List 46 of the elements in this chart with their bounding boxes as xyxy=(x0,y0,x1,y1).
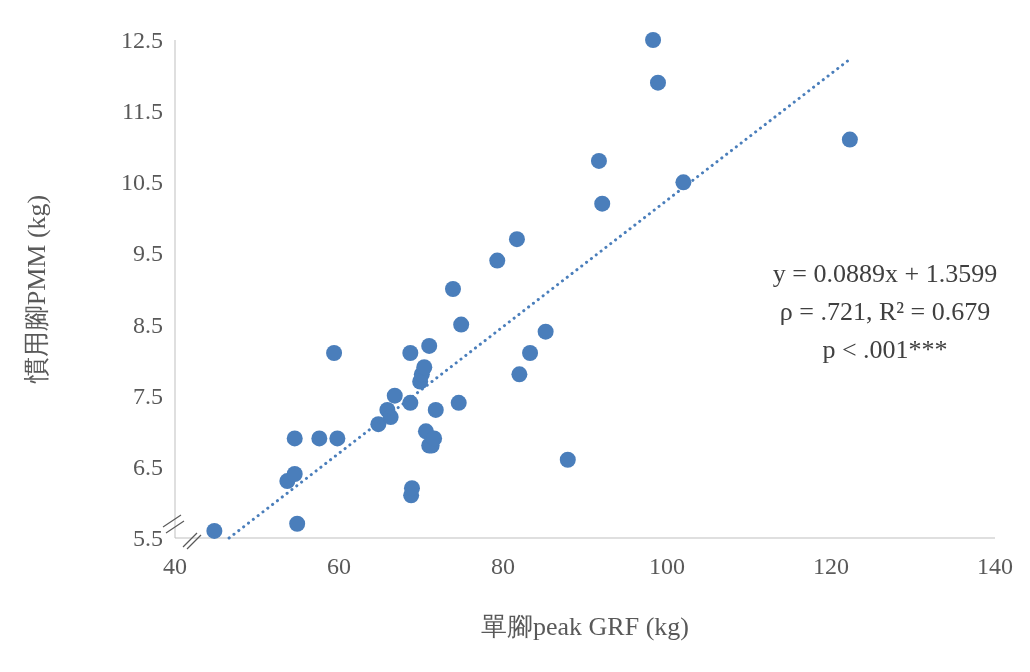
point xyxy=(537,323,554,340)
x-tick-label: 100 xyxy=(649,553,685,579)
y-tick-label: 12.5 xyxy=(121,27,163,53)
x-tick-label: 140 xyxy=(977,553,1013,579)
y-tick-label: 7.5 xyxy=(133,382,163,409)
point xyxy=(402,345,419,362)
point xyxy=(427,401,444,418)
point xyxy=(594,195,611,212)
point xyxy=(675,174,692,191)
x-tick-label: 40 xyxy=(163,553,187,579)
point xyxy=(286,465,303,482)
point xyxy=(522,345,539,362)
x-tick-label: 80 xyxy=(491,553,515,579)
x-tick-label: 120 xyxy=(813,553,849,579)
point xyxy=(649,74,666,91)
annotation: y = 0.0889x + 1.3599 xyxy=(772,259,998,288)
point xyxy=(444,281,461,297)
point xyxy=(286,430,303,447)
y-tick-label: 10.5 xyxy=(121,169,163,196)
point xyxy=(841,131,858,148)
point xyxy=(386,387,403,404)
y-tick-label: 8.5 xyxy=(133,311,163,338)
y-tick-label: 11.5 xyxy=(121,98,163,125)
point xyxy=(511,366,528,383)
point xyxy=(329,430,346,447)
annotation: p < .001*** xyxy=(822,335,948,364)
point xyxy=(421,337,438,354)
point xyxy=(590,152,607,169)
point xyxy=(206,522,223,539)
point xyxy=(311,430,328,447)
x-tick-label: 60 xyxy=(327,553,351,579)
y-tick-label: 6.5 xyxy=(133,453,163,480)
point xyxy=(489,252,506,269)
point xyxy=(508,231,525,248)
point xyxy=(416,359,433,376)
point xyxy=(645,32,662,48)
annotation: ρ = .721, R² = 0.679 xyxy=(779,297,991,326)
point xyxy=(289,515,306,532)
point xyxy=(559,451,576,468)
point xyxy=(450,394,467,411)
y-tick-label: 5.5 xyxy=(133,525,163,551)
point xyxy=(453,316,470,333)
y-tick-label: 9.5 xyxy=(133,240,163,267)
point xyxy=(326,345,343,362)
x-axis-title: 單腳peak GRF (kg) xyxy=(481,612,689,641)
y-axis-title: 慣用腳PMM (kg) xyxy=(22,194,51,385)
